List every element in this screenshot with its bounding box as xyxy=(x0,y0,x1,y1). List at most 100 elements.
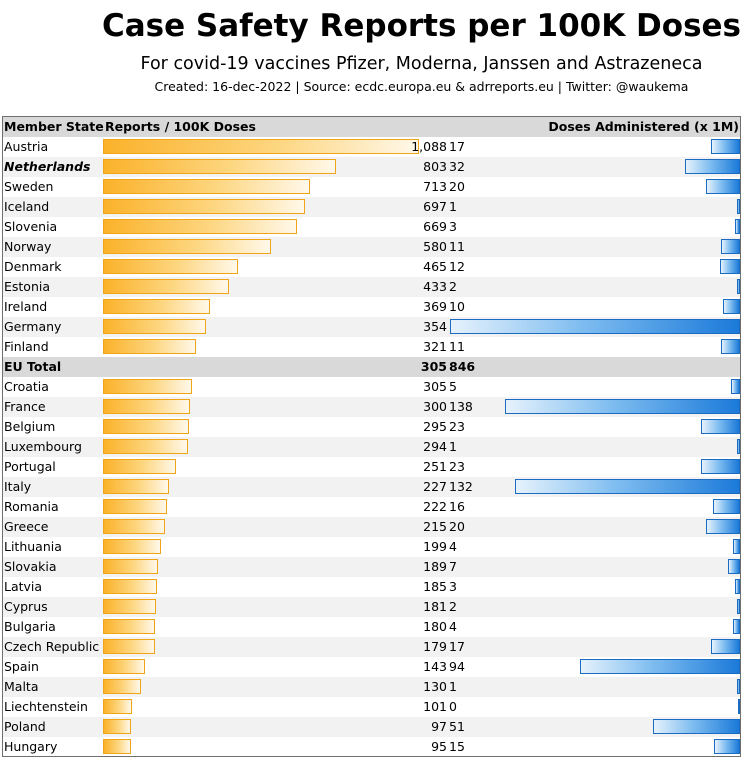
doses-value-label: 4 xyxy=(449,619,457,634)
reports-bar xyxy=(103,479,169,494)
reports-value-label: 95 xyxy=(431,739,447,754)
table-row: Italy 227 132 xyxy=(3,477,740,497)
doses-bar xyxy=(722,299,740,314)
country-label: Italy xyxy=(4,479,32,494)
country-label: EU Total xyxy=(4,359,62,374)
doses-value-label: 16 xyxy=(449,499,465,514)
country-label: Netherlands xyxy=(4,159,91,174)
reports-value-label: 199 xyxy=(423,539,447,554)
country-label: Czech Republic xyxy=(4,639,100,654)
reports-bar xyxy=(103,179,311,194)
table-row: Cyprus 181 2 xyxy=(3,597,740,617)
reports-value-label: 465 xyxy=(423,259,447,274)
doses-bar xyxy=(579,659,740,674)
table-row: Czech Republic 179 17 xyxy=(3,637,740,657)
reports-value-label: 697 xyxy=(423,199,447,214)
country-label: Bulgaria xyxy=(4,619,56,634)
table-row: Liechtenstein 101 0 xyxy=(3,697,740,717)
doses-value-label: 94 xyxy=(449,659,465,674)
reports-value-label: 300 xyxy=(423,399,447,414)
doses-value-label: 1 xyxy=(449,199,457,214)
country-label: Iceland xyxy=(4,199,50,214)
doses-value-label: 12 xyxy=(449,259,465,274)
reports-value-label: 130 xyxy=(423,679,447,694)
country-label: Malta xyxy=(4,679,39,694)
reports-value-label: 305 xyxy=(420,359,447,374)
reports-bar xyxy=(103,139,419,154)
table-row: Malta 130 1 xyxy=(3,677,740,697)
reports-value-label: 222 xyxy=(423,499,447,514)
doses-value-label: 11 xyxy=(449,239,465,254)
doses-bar xyxy=(737,679,740,694)
country-label: Norway xyxy=(4,239,52,254)
reports-value-label: 295 xyxy=(423,419,447,434)
table-row: France 300 138 xyxy=(3,397,740,417)
table-row: Portugal 251 23 xyxy=(3,457,740,477)
reports-value-label: 97 xyxy=(431,719,447,734)
reports-value-label: 1,088 xyxy=(411,139,447,154)
country-label: Spain xyxy=(4,659,39,674)
reports-bar xyxy=(103,219,298,234)
reports-value-label: 189 xyxy=(423,559,447,574)
country-label: Sweden xyxy=(4,179,54,194)
table-row: Netherlands 803 32 xyxy=(3,157,740,177)
doses-value-label: 10 xyxy=(449,299,465,314)
table-row: Latvia 185 3 xyxy=(3,577,740,597)
reports-value-label: 294 xyxy=(423,439,447,454)
table-row: Romania 222 16 xyxy=(3,497,740,517)
table-row: Norway 580 11 xyxy=(3,237,740,257)
doses-bar xyxy=(712,499,740,514)
reports-bar xyxy=(103,199,306,214)
table-row: Lithuania 199 4 xyxy=(3,537,740,557)
reports-value-label: 179 xyxy=(423,639,447,654)
doses-value-label: 17 xyxy=(449,139,465,154)
reports-value-label: 669 xyxy=(423,219,447,234)
doses-value-label: 23 xyxy=(449,459,465,474)
table-row: Belgium 295 23 xyxy=(3,417,740,437)
country-label: Finland xyxy=(4,339,49,354)
doses-value-label: 20 xyxy=(449,179,465,194)
country-label: Luxembourg xyxy=(4,439,82,454)
country-label: Hungary xyxy=(4,739,58,754)
country-label: Denmark xyxy=(4,259,62,274)
country-label: Greece xyxy=(4,519,49,534)
country-label: Romania xyxy=(4,499,59,514)
reports-value-label: 251 xyxy=(423,459,447,474)
doses-value-label: 32 xyxy=(449,159,465,174)
reports-bar xyxy=(103,279,229,294)
doses-value-label: 4 xyxy=(449,539,457,554)
doses-value-label: 15 xyxy=(449,739,465,754)
reports-bar xyxy=(103,519,166,534)
reports-bar xyxy=(103,399,191,414)
chart-credits: Created: 16-dec-2022 | Source: ecdc.euro… xyxy=(154,79,689,94)
doses-bar xyxy=(738,699,740,714)
doses-value-label: 17 xyxy=(449,639,465,654)
table-row: Ireland 369 10 xyxy=(3,297,740,317)
reports-value-label: 227 xyxy=(423,479,447,494)
doses-value-label: 1 xyxy=(449,679,457,694)
country-label: Slovenia xyxy=(4,219,58,234)
doses-bar xyxy=(711,139,740,154)
reports-value-label: 185 xyxy=(423,579,447,594)
doses-value-label: 3 xyxy=(449,219,457,234)
reports-value-label: 369 xyxy=(423,299,447,314)
reports-value-label: 713 xyxy=(423,179,447,194)
doses-bar xyxy=(685,159,740,174)
country-label: Germany xyxy=(4,319,62,334)
header-member-state: Member State xyxy=(4,119,104,134)
header-doses: Doses Administered (x 1M) xyxy=(548,119,739,134)
reports-value-label: 321 xyxy=(423,339,447,354)
reports-bar xyxy=(103,299,211,314)
doses-bar xyxy=(714,739,740,754)
reports-bar xyxy=(103,619,156,634)
doses-bar xyxy=(504,399,740,414)
doses-value-label: 138 xyxy=(449,399,473,414)
chart-table: Member State Reports / 100K Doses Doses … xyxy=(2,116,741,757)
doses-value-label: 20 xyxy=(449,519,465,534)
doses-bar xyxy=(700,419,740,434)
chart-subtitle: For covid-19 vaccines Pfizer, Moderna, J… xyxy=(140,54,703,74)
table-row: Finland 321 11 xyxy=(3,337,740,357)
table-row: Iceland 697 1 xyxy=(3,197,740,217)
reports-bar xyxy=(103,159,337,174)
reports-bar xyxy=(103,579,157,594)
